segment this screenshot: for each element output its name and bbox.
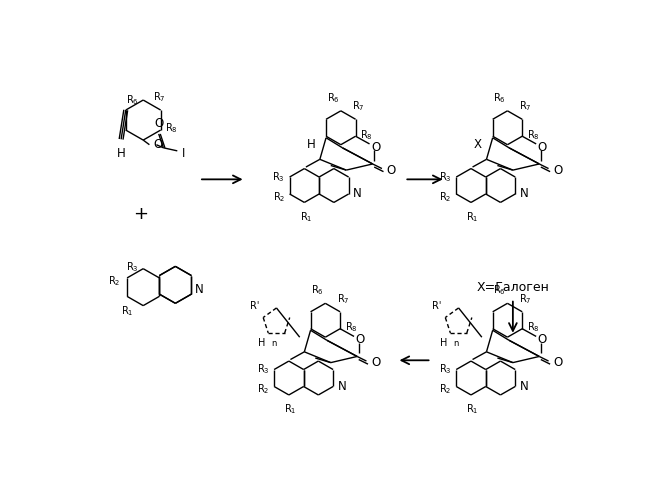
Text: H: H (258, 338, 265, 347)
Text: R$_2$: R$_2$ (439, 382, 451, 396)
Text: R$_6$: R$_6$ (493, 91, 506, 104)
Text: R$_3$: R$_3$ (126, 260, 138, 274)
Text: R$_3$: R$_3$ (257, 362, 269, 376)
Text: X=Галоген: X=Галоген (477, 280, 549, 293)
Text: R$_6$: R$_6$ (311, 284, 324, 297)
Text: O: O (553, 356, 563, 369)
Text: X: X (474, 138, 482, 151)
Text: R$_3$: R$_3$ (439, 170, 451, 184)
Text: R$_3$: R$_3$ (272, 170, 285, 184)
Text: H: H (307, 138, 315, 151)
Text: R$_7$: R$_7$ (519, 292, 532, 306)
Text: H: H (440, 338, 448, 347)
Text: O: O (538, 333, 547, 346)
Text: +: + (133, 205, 148, 223)
Text: O: O (387, 164, 396, 176)
Text: H: H (117, 147, 126, 160)
Text: N: N (520, 188, 529, 200)
Text: R$_8$: R$_8$ (527, 128, 540, 141)
Text: N: N (338, 380, 346, 393)
Text: n: n (271, 339, 277, 348)
Text: R$_2$: R$_2$ (257, 382, 269, 396)
Text: R$_2$: R$_2$ (109, 274, 121, 288)
Text: R$_6$: R$_6$ (326, 91, 340, 104)
Text: R$_1$: R$_1$ (466, 402, 479, 416)
Text: O: O (538, 140, 547, 153)
Text: O: O (553, 164, 563, 176)
Text: R$_2$: R$_2$ (273, 190, 285, 204)
Text: R$_8$: R$_8$ (360, 128, 373, 141)
Text: R$_3$: R$_3$ (439, 362, 451, 376)
Text: I: I (182, 146, 185, 160)
Text: R$_7$: R$_7$ (337, 292, 350, 306)
Text: O: O (371, 140, 381, 153)
Text: O: O (154, 138, 163, 151)
Text: R$_6$: R$_6$ (493, 284, 506, 297)
Text: R$_1$: R$_1$ (300, 210, 312, 224)
Text: R$_1$: R$_1$ (466, 210, 479, 224)
Text: n: n (453, 339, 459, 348)
Text: R': R' (250, 302, 260, 312)
Text: R$_8$: R$_8$ (527, 320, 540, 334)
Text: N: N (520, 380, 529, 393)
Text: O: O (371, 356, 381, 369)
Text: R$_1$: R$_1$ (121, 304, 133, 318)
Text: R$_7$: R$_7$ (352, 100, 365, 113)
Text: R': R' (432, 302, 442, 312)
Text: N: N (195, 283, 204, 296)
Text: R$_8$: R$_8$ (166, 122, 178, 136)
Text: R$_8$: R$_8$ (345, 320, 357, 334)
Text: R$_7$: R$_7$ (519, 100, 532, 113)
Text: R$_2$: R$_2$ (439, 190, 451, 204)
Text: R$_7$: R$_7$ (153, 90, 166, 104)
Text: N: N (354, 188, 362, 200)
Text: O: O (155, 117, 164, 130)
Text: O: O (355, 333, 365, 346)
Text: R$_6$: R$_6$ (126, 93, 138, 107)
Text: R$_1$: R$_1$ (284, 402, 297, 416)
